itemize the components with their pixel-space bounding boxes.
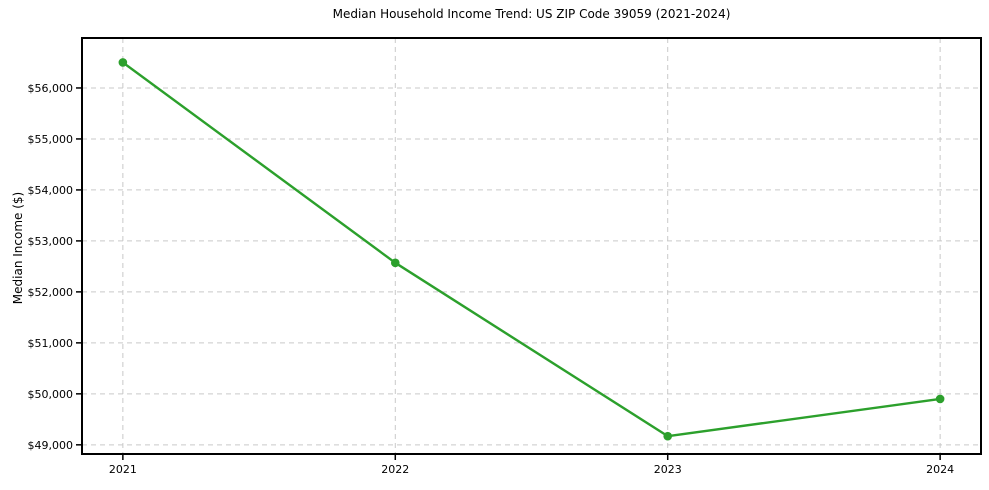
data-line — [121, 61, 942, 438]
y-tick-label: $49,000 — [28, 439, 74, 452]
chart-title: Median Household Income Trend: US ZIP Co… — [332, 7, 731, 21]
x-tick-label: 2024 — [926, 463, 954, 476]
y-tick-label: $53,000 — [28, 235, 74, 248]
axes-spines — [81, 37, 982, 455]
y-tick-label: $55,000 — [28, 133, 74, 146]
x-tick-label: 2021 — [109, 463, 137, 476]
y-tick-label: $54,000 — [28, 184, 74, 197]
data-point-marker — [935, 394, 945, 404]
x-tick-label: 2022 — [381, 463, 409, 476]
y-tick-label: $51,000 — [28, 337, 74, 350]
x-tick-label: 2023 — [654, 463, 682, 476]
y-tick-label: $56,000 — [28, 82, 74, 95]
data-point-marker — [663, 431, 673, 441]
y-tick-label: $50,000 — [28, 388, 74, 401]
y-tick-label: $52,000 — [28, 286, 74, 299]
data-point-marker — [390, 258, 400, 268]
data-point-marker — [118, 58, 128, 67]
